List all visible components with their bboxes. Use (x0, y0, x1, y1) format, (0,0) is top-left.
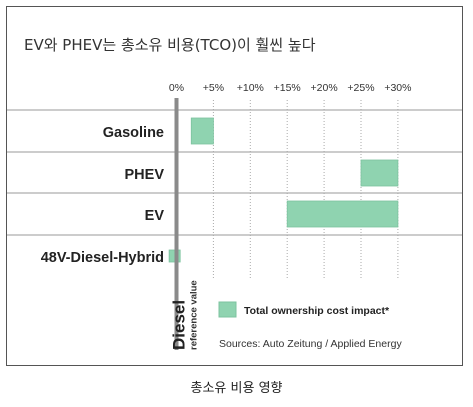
x-tick-label: +5% (203, 82, 224, 94)
bar-phev (360, 159, 399, 187)
chart-title: EV와 PHEV는 총소유 비용(TCO)이 훨씬 높다 (24, 36, 316, 54)
reference-axis (174, 98, 179, 350)
chart-canvas: EV와 PHEV는 총소유 비용(TCO)이 훨씬 높다 Gasoline PHE… (7, 36, 462, 350)
category-label: 48V-Diesel-Hybrid (41, 250, 164, 266)
grid-layer (7, 100, 462, 280)
category-labels: Gasoline PHEV EV 48V-Diesel-Hybrid (41, 125, 165, 266)
legend-swatch (218, 301, 237, 318)
legend-label: Total ownership cost impact* (244, 305, 390, 317)
x-tick-label: +10% (237, 82, 264, 94)
source-note: Sources: Auto Zeitung / Applied Energy (219, 338, 402, 350)
category-label: Gasoline (103, 125, 164, 141)
x-tick-label: 0% (169, 82, 184, 94)
bar-gasoline (190, 117, 214, 145)
x-tick-label: +20% (311, 82, 338, 94)
legend: Total ownership cost impact* Sources: Au… (218, 301, 402, 350)
x-tick-label: +30% (384, 82, 411, 94)
x-tick-labels: 0% +5% +10% +15% +20% +25% +30% (169, 82, 412, 94)
reference-layer: Diesel reference value (170, 98, 200, 350)
x-tick-label: +15% (274, 82, 301, 94)
category-label: PHEV (125, 167, 165, 183)
reference-label: Diesel (170, 300, 189, 350)
figure-caption: 총소유 비용 영향 (190, 381, 283, 396)
category-label: EV (145, 208, 165, 224)
bar-layer (168, 117, 399, 263)
bar-ev (286, 200, 399, 228)
reference-sublabel: reference value (189, 280, 200, 350)
x-tick-label: +25% (347, 82, 374, 94)
